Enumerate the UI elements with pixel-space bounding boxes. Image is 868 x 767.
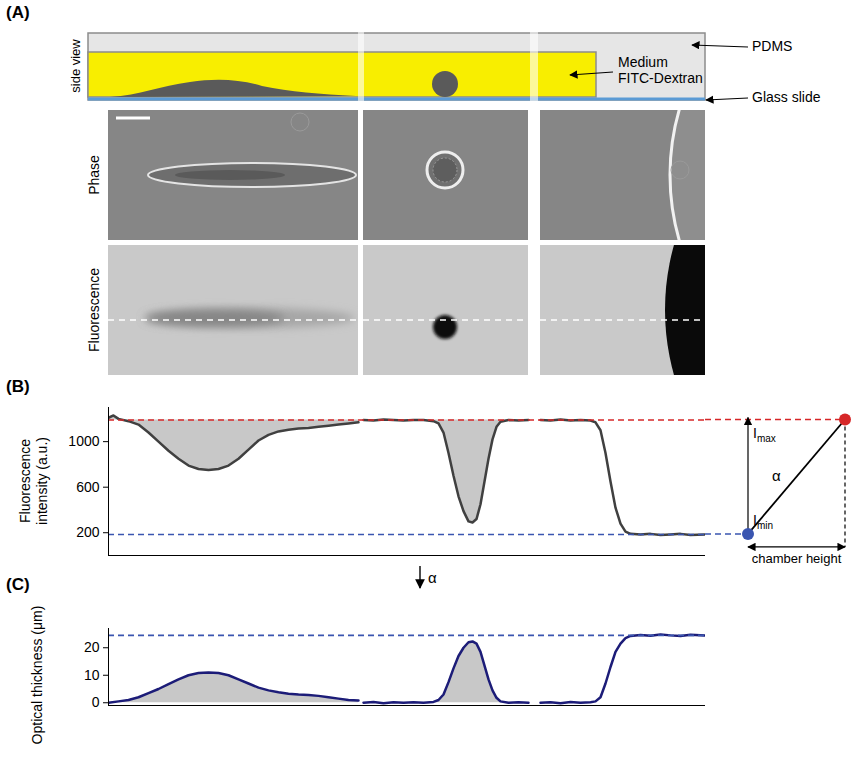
svg-text:chamber height: chamber height — [752, 551, 842, 566]
svg-text:α: α — [428, 569, 437, 586]
svg-text:side view: side view — [68, 39, 83, 93]
svg-text:10: 10 — [84, 667, 100, 683]
svg-text:Imin: Imin — [753, 512, 773, 531]
svg-text:0: 0 — [92, 694, 100, 710]
svg-text:Fluorescenceintensity (a.u.): Fluorescenceintensity (a.u.) — [17, 437, 50, 525]
svg-text:Optical thickness (μm): Optical thickness (μm) — [29, 606, 45, 745]
svg-text:FITC-Dextran: FITC-Dextran — [618, 70, 703, 86]
svg-text:(B): (B) — [6, 377, 30, 396]
svg-text:α: α — [772, 467, 781, 484]
svg-text:Glass slide: Glass slide — [752, 89, 821, 105]
svg-text:200: 200 — [76, 524, 100, 540]
svg-text:(A): (A) — [6, 3, 30, 22]
svg-text:1000: 1000 — [68, 433, 99, 449]
svg-text:(C): (C) — [6, 575, 30, 594]
svg-text:Medium: Medium — [618, 54, 668, 70]
svg-text:20: 20 — [84, 639, 100, 655]
svg-text:Phase: Phase — [86, 155, 102, 195]
svg-text:Fluorescence: Fluorescence — [86, 268, 102, 352]
svg-text:PDMS: PDMS — [752, 38, 792, 54]
svg-text:600: 600 — [76, 479, 100, 495]
svg-text:Imax: Imax — [753, 425, 776, 444]
